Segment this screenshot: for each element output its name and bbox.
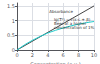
- svg-text:concentration of 1%: concentration of 1%: [54, 25, 95, 30]
- svg-text:6: 6: [62, 52, 65, 58]
- svg-text:Absorbance: Absorbance: [49, 9, 73, 14]
- svg-text:0: 0: [15, 52, 18, 58]
- svg-text:4: 4: [46, 52, 49, 58]
- svg-text:2: 2: [31, 52, 34, 58]
- svg-text:Concentration (a.u.): Concentration (a.u.): [30, 61, 80, 64]
- svg-text:0: 0: [11, 47, 15, 53]
- svg-text:1.5: 1.5: [7, 3, 15, 9]
- svg-text:0.5: 0.5: [7, 32, 15, 38]
- svg-text:8: 8: [77, 52, 80, 58]
- svg-text:Beer at a higher: Beer at a higher: [54, 21, 87, 27]
- svg-text:lg(T¹) = l·(ε·c + β): lg(T¹) = l·(ε·c + β): [54, 16, 91, 22]
- svg-text:10: 10: [91, 52, 97, 58]
- svg-text:1: 1: [12, 18, 15, 24]
